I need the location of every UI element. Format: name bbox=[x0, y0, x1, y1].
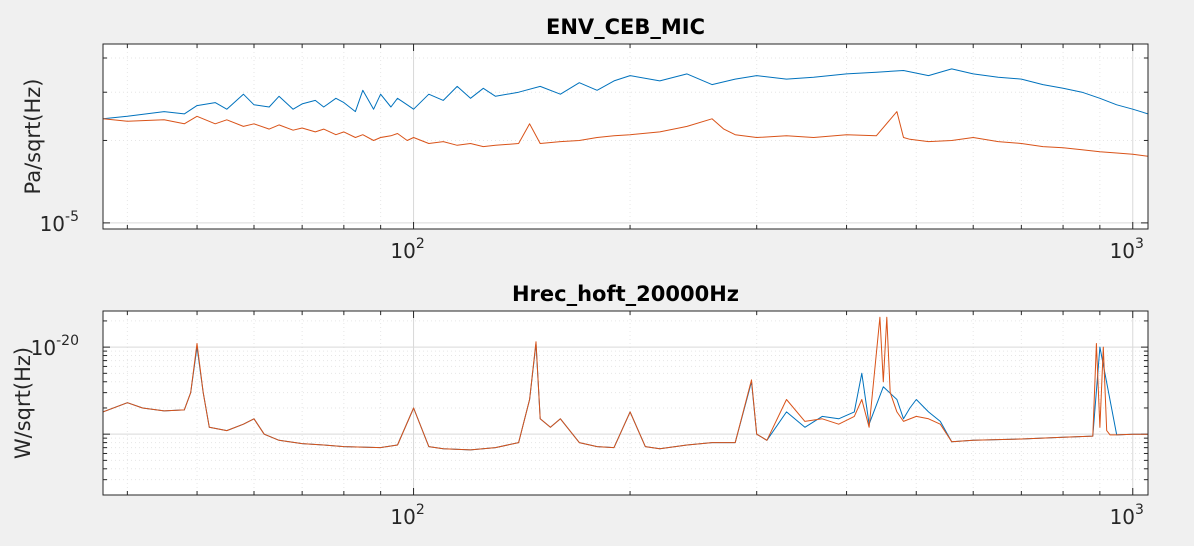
y-tick-label: 10-5 bbox=[40, 209, 79, 236]
axes-box bbox=[102, 43, 1149, 230]
chart-title: Hrec_hoft_20000Hz bbox=[512, 282, 739, 306]
y-axis-label: W/sqrt(Hz) bbox=[11, 347, 35, 459]
series-2-line bbox=[103, 111, 1148, 157]
x-tick-label: 103 bbox=[1110, 236, 1144, 263]
bottom-chart-panel: Hrec_hoft_20000Hz W/sqrt(Hz) 102 103 10-20 bbox=[11, 282, 1149, 529]
x-tick-label: 102 bbox=[390, 502, 424, 529]
grid bbox=[103, 311, 1148, 496]
y-axis-label: Pa/sqrt(Hz) bbox=[21, 78, 45, 194]
axes-box bbox=[102, 310, 1149, 496]
plot-area bbox=[103, 311, 1148, 495]
y-tick-label: 10-20 bbox=[31, 333, 79, 360]
x-tick-label: 103 bbox=[1110, 502, 1144, 529]
top-chart-panel: ENV_CEB_MIC Pa/sqrt(Hz) 102 103 10-5 bbox=[21, 15, 1149, 263]
chart-title: ENV_CEB_MIC bbox=[546, 15, 705, 39]
plot-area bbox=[103, 44, 1148, 229]
series-group bbox=[103, 316, 1148, 451]
series-2-line bbox=[103, 316, 1148, 451]
grid bbox=[103, 44, 1148, 229]
series-1-line bbox=[103, 68, 1148, 120]
series-group bbox=[103, 68, 1148, 157]
x-tick-label: 102 bbox=[390, 236, 424, 263]
